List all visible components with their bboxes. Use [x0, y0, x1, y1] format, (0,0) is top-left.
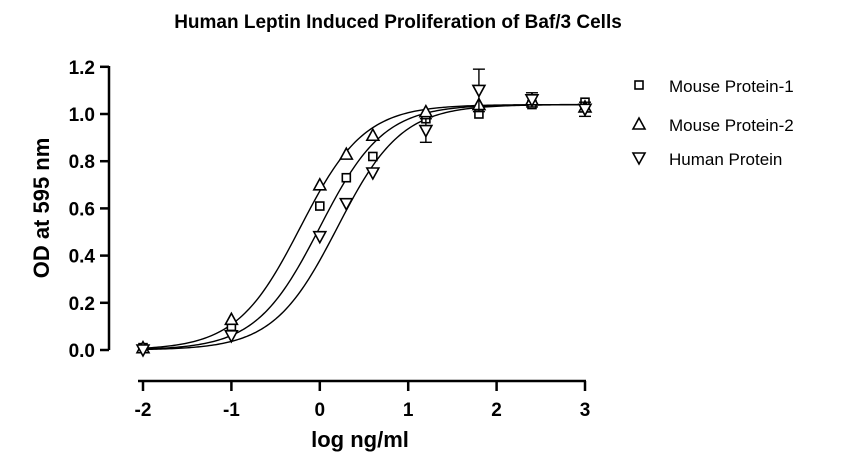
- data-point-triangle-down: [312, 230, 328, 245]
- legend-marker-triangle-up: [631, 116, 647, 130]
- x-axis-label: log ng/ml: [311, 427, 409, 452]
- x-tick-label: -1: [223, 400, 240, 421]
- data-point-triangle-down: [418, 124, 434, 139]
- legend: Mouse Protein-1 Mouse Protein-2 Human Prot…: [631, 77, 794, 169]
- y-tick-label: 1.2: [69, 58, 95, 79]
- y-tick-label: 0.2: [69, 294, 95, 315]
- data-point-square: [368, 151, 378, 162]
- fit-curve-triangle-up: [142, 103, 586, 349]
- fit-curve-square: [142, 103, 586, 350]
- data-point-square: [341, 172, 352, 183]
- axes: [107, 66, 586, 383]
- legend-label: Human Protein: [669, 150, 782, 169]
- data-point-triangle-down: [524, 94, 540, 108]
- data-point-triangle-up: [312, 177, 328, 191]
- y-tick-label: 0.6: [69, 199, 95, 220]
- fit-curves: [142, 103, 586, 351]
- data-point-triangle-down: [577, 103, 593, 117]
- y-tick-label: 0.8: [69, 152, 95, 173]
- data-point-triangle-down: [135, 344, 151, 358]
- x-tick-label: 3: [580, 400, 591, 421]
- x-tick-label: 1: [403, 400, 414, 421]
- data-point-triangle-down: [224, 330, 239, 344]
- data-point-triangle-up: [224, 311, 239, 326]
- x-tick-label: 0: [315, 400, 326, 421]
- legend-label: Mouse Protein-1: [669, 77, 794, 96]
- y-ticks: 0.0 0.2 0.4 0.6 0.8 1.0 1.2: [69, 58, 109, 362]
- x-tick-label: 2: [491, 400, 502, 421]
- data-point-triangle-down: [365, 167, 381, 181]
- y-tick-label: 0.4: [69, 247, 96, 268]
- legend-marker-triangle-down: [631, 152, 647, 166]
- y-tick-label: 0.0: [69, 341, 95, 362]
- data-point-triangle-up: [338, 146, 354, 160]
- y-axis-label: OD at 595 nm: [29, 138, 54, 279]
- data-point-triangle-up: [418, 103, 434, 118]
- data-point-triangle-down: [471, 84, 487, 99]
- x-ticks: -2 -1 0 1 2 3: [135, 381, 591, 421]
- fit-curve-triangle-down: [142, 103, 585, 351]
- data-point-triangle-up: [365, 127, 381, 142]
- x-tick-label: -2: [135, 400, 152, 421]
- legend-label: Mouse Protein-2: [669, 116, 794, 135]
- data-points: [135, 68, 593, 358]
- data-point-square: [314, 201, 325, 211]
- legend-marker-square: [634, 80, 644, 90]
- y-tick-label: 1.0: [69, 105, 95, 126]
- chart-title: Human Leptin Induced Proliferation of Ba…: [174, 12, 622, 33]
- data-point-triangle-down: [338, 197, 354, 212]
